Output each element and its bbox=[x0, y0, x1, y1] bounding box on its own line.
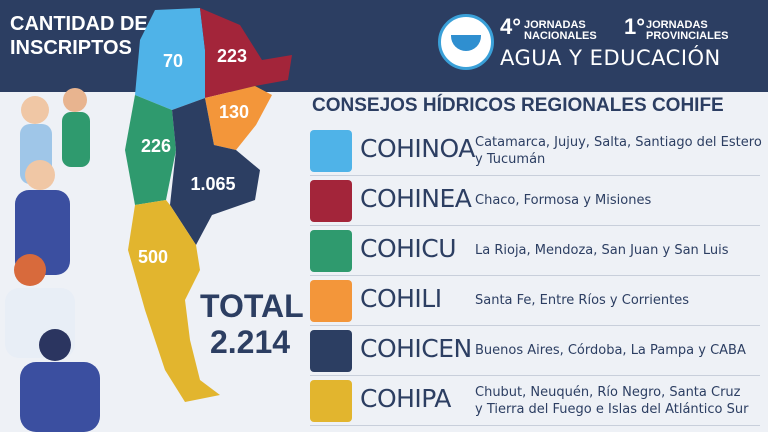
total: TOTAL 2.214 bbox=[200, 288, 304, 360]
region bbox=[135, 8, 205, 110]
provinces: Santa Fe, Entre Ríos y Corrientes bbox=[475, 292, 689, 309]
event-label: JORNADAS NACIONALES bbox=[524, 20, 597, 42]
color-swatch bbox=[310, 280, 352, 322]
event-name: AGUA Y EDUCACIÓN bbox=[500, 46, 721, 70]
provinces-line: y Tierra del Fuego e Islas del Atlántico… bbox=[475, 402, 749, 417]
region bbox=[125, 95, 176, 205]
title: CANTIDAD DE INSCRIPTOS bbox=[10, 12, 148, 60]
provinces-line: y Tucumán bbox=[475, 152, 546, 167]
event-line: NACIONALES bbox=[524, 30, 597, 42]
region-value: 70 bbox=[163, 51, 183, 71]
logo bbox=[438, 14, 494, 70]
provinces: Catamarca, Jujuy, Salta, Santiago del Es… bbox=[475, 134, 762, 168]
legend-row: COHIPA Chubut, Neuquén, Río Negro, Santa … bbox=[310, 376, 760, 426]
color-swatch bbox=[310, 230, 352, 272]
provinces: Chubut, Neuquén, Río Negro, Santa Cruz y … bbox=[475, 384, 748, 418]
region bbox=[170, 98, 260, 245]
provinces-line: Santa Fe, Entre Ríos y Corrientes bbox=[475, 293, 689, 308]
provinces: La Rioja, Mendoza, San Juan y San Luis bbox=[475, 242, 729, 259]
title-line: CANTIDAD DE bbox=[10, 13, 148, 35]
event-line: JORNADAS bbox=[524, 19, 586, 31]
color-swatch bbox=[310, 180, 352, 222]
region-value: 130 bbox=[219, 102, 249, 122]
region bbox=[200, 8, 292, 98]
provinces-line: La Rioja, Mendoza, San Juan y San Luis bbox=[475, 243, 729, 258]
region bbox=[205, 86, 272, 150]
provinces: Chaco, Formosa y Misiones bbox=[475, 192, 651, 209]
color-swatch bbox=[310, 130, 352, 172]
legend-row: COHICU La Rioja, Mendoza, San Juan y San … bbox=[310, 226, 760, 276]
legend-title: CONSEJOS HÍDRICOS REGIONALES COHIFE bbox=[312, 95, 724, 116]
provinces-line: Catamarca, Jujuy, Salta, Santiago del Es… bbox=[475, 135, 762, 150]
region-code: COHICEN bbox=[360, 334, 472, 363]
event-number: 1° bbox=[624, 14, 646, 39]
region-code: COHINOA bbox=[360, 134, 475, 163]
region-code: COHILI bbox=[360, 284, 442, 313]
region-code: COHICU bbox=[360, 234, 457, 263]
region-value: 223 bbox=[217, 46, 247, 66]
provinces: Buenos Aires, Córdoba, La Pampa y CABA bbox=[475, 342, 746, 359]
legend-row: COHINOA Catamarca, Jujuy, Salta, Santiago… bbox=[310, 126, 762, 176]
provinces-line: Chubut, Neuquén, Río Negro, Santa Cruz bbox=[475, 385, 741, 400]
region-value: 1.065 bbox=[190, 174, 235, 194]
region-code: COHINEA bbox=[360, 184, 472, 213]
provinces-line: Chaco, Formosa y Misiones bbox=[475, 193, 652, 208]
title-line: INSCRIPTOS bbox=[10, 37, 132, 59]
header-band bbox=[0, 0, 768, 92]
event-label: JORNADAS PROVINCIALES bbox=[646, 20, 729, 42]
legend-row: COHICEN Buenos Aires, Córdoba, La Pampa y… bbox=[310, 326, 760, 376]
provinces-line: Buenos Aires, Córdoba, La Pampa y CABA bbox=[475, 343, 746, 358]
region-value: 226 bbox=[141, 136, 171, 156]
event-number: 4° bbox=[500, 14, 522, 39]
region bbox=[128, 200, 220, 402]
region-code: COHIPA bbox=[360, 384, 451, 413]
total-label: TOTAL bbox=[200, 288, 304, 324]
legend-row: COHINEA Chaco, Formosa y Misiones bbox=[310, 176, 760, 226]
region-value: 500 bbox=[138, 247, 168, 267]
color-swatch bbox=[310, 380, 352, 422]
people-illustration bbox=[5, 88, 100, 432]
color-swatch bbox=[310, 330, 352, 372]
total-value: 2.214 bbox=[209, 324, 291, 360]
event-line: PROVINCIALES bbox=[646, 30, 729, 42]
event-line: JORNADAS bbox=[646, 19, 708, 31]
legend-row: COHILI Santa Fe, Entre Ríos y Corrientes bbox=[310, 276, 760, 326]
